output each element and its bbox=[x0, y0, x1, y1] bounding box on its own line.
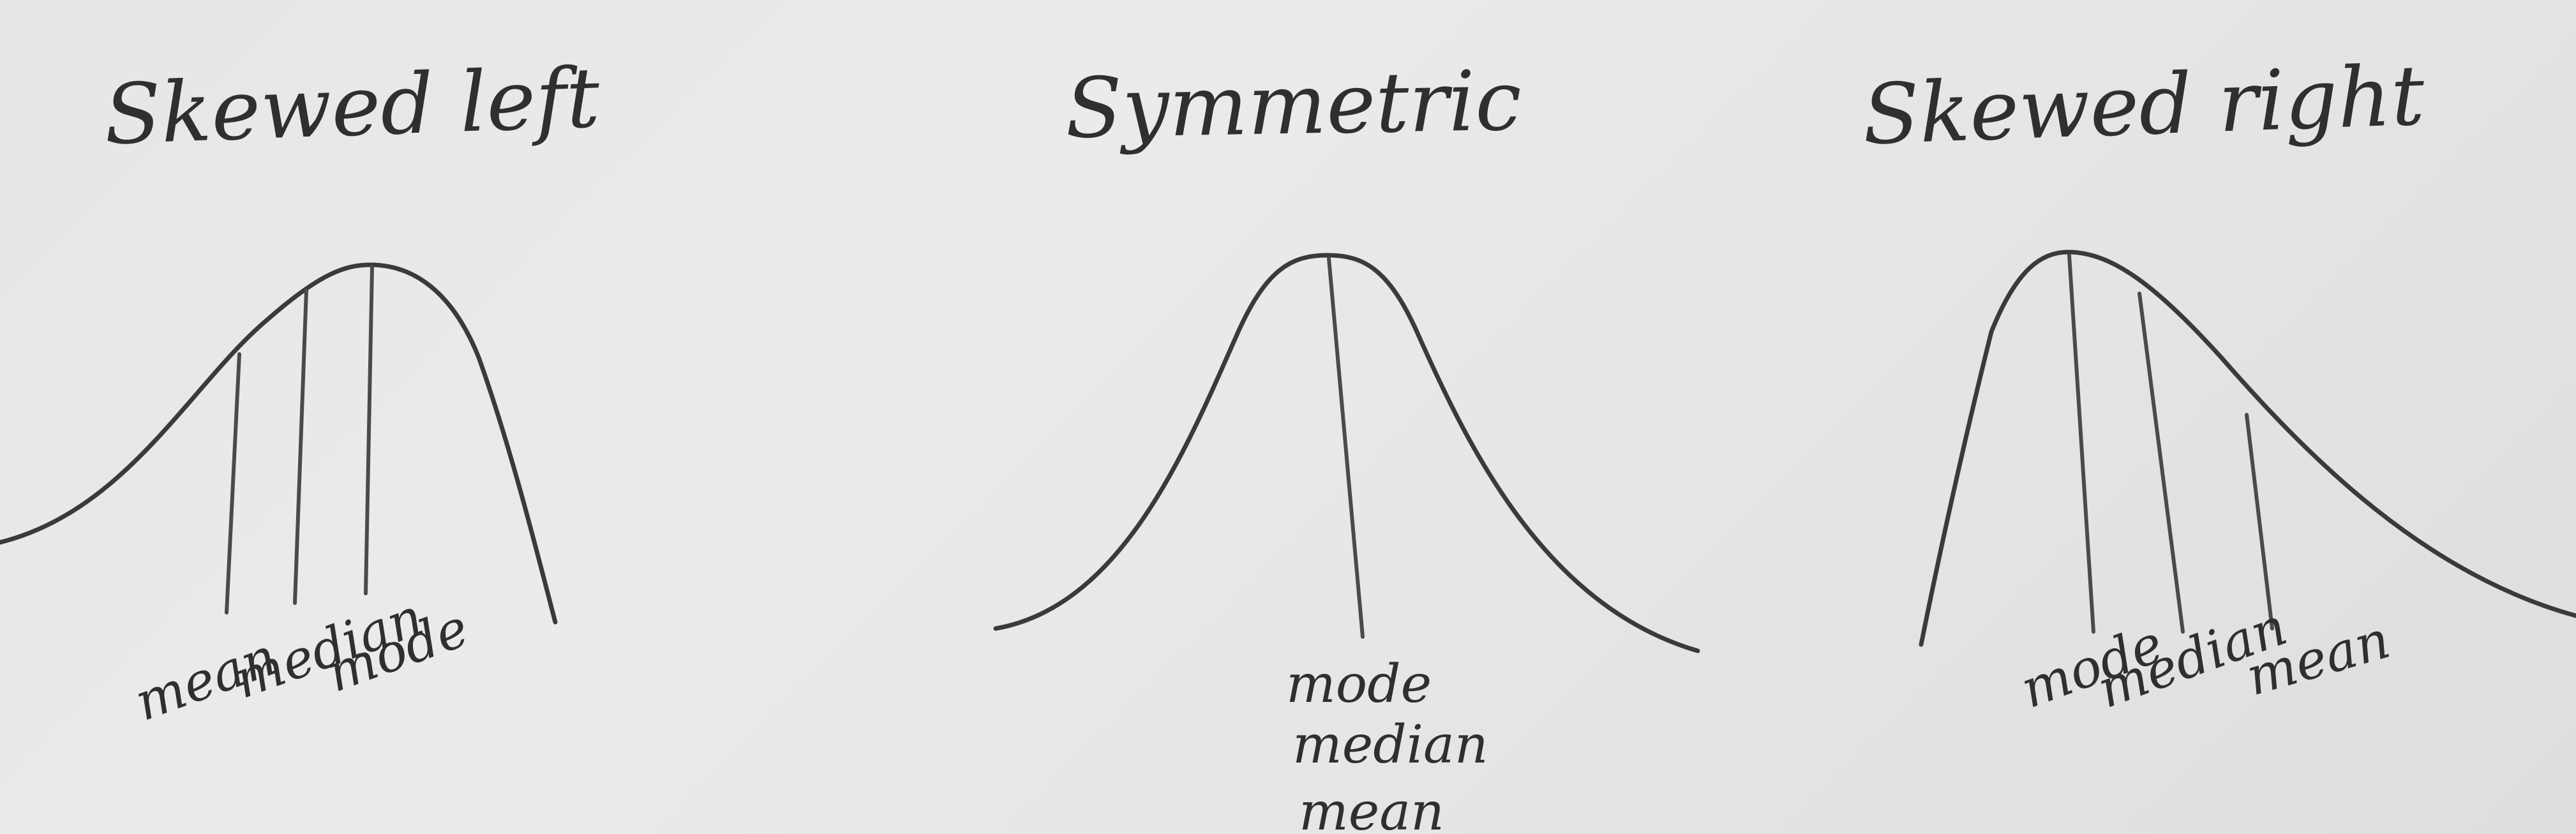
mode-line bbox=[364, 265, 374, 595]
panel-symmetric: Symmetric mode median mean bbox=[993, 52, 1700, 834]
panel-skewed-left: Skewed left mean median mode bbox=[0, 49, 602, 733]
median-line bbox=[293, 288, 308, 605]
panel-skewed-right: Skewed right mode median mean bbox=[1861, 47, 2576, 720]
mean-line bbox=[2245, 413, 2274, 630]
mean-line bbox=[225, 352, 241, 614]
median-line bbox=[2138, 292, 2185, 634]
skewed-right-curve bbox=[1919, 249, 2576, 647]
label-mean: mean bbox=[1299, 782, 1444, 834]
mode-line bbox=[2067, 253, 2095, 634]
skewed-left-curve bbox=[0, 262, 558, 625]
label-mode: mode bbox=[1286, 654, 1432, 715]
symmetric-curve bbox=[993, 253, 1700, 653]
center-line bbox=[1327, 257, 1365, 639]
label-median: median bbox=[1292, 715, 1488, 775]
panel-title-skewed-right: Skewed right bbox=[1861, 47, 2427, 163]
panel-title-symmetric: Symmetric bbox=[1065, 52, 1522, 157]
panel-title-skewed-left: Skewed left bbox=[103, 49, 602, 163]
